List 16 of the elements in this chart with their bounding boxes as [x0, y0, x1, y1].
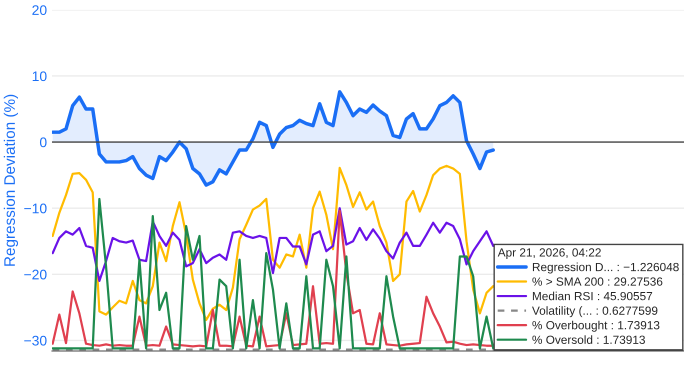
line-series [52, 207, 494, 282]
y-tick-label: −30 [24, 336, 47, 346]
line-series [52, 164, 494, 322]
legend-label: % > SMA 200 : 29.27536 [532, 277, 662, 286]
y-tick-label: −20 [24, 270, 47, 280]
legend-label: % Oversold : 1.73913 [532, 335, 645, 344]
y-tick-label: 0 [40, 137, 47, 148]
legend-label: Regression D... : −1.226048 [532, 262, 679, 274]
y-tick-label: 10 [32, 71, 47, 82]
legend-label: Median RSI : 45.90557 [532, 292, 652, 300]
y-axis-title: Regression Deviation (%) [4, 94, 18, 266]
y-tick-label: −10 [24, 204, 47, 214]
legend-label: Volatility (... : 0.6277599 [532, 306, 658, 318]
legend-title: Apr 21, 2026, 04:22 [498, 248, 601, 259]
legend-label: % Overbought : 1.73913 [532, 320, 660, 332]
y-tick-label: 20 [32, 5, 47, 16]
